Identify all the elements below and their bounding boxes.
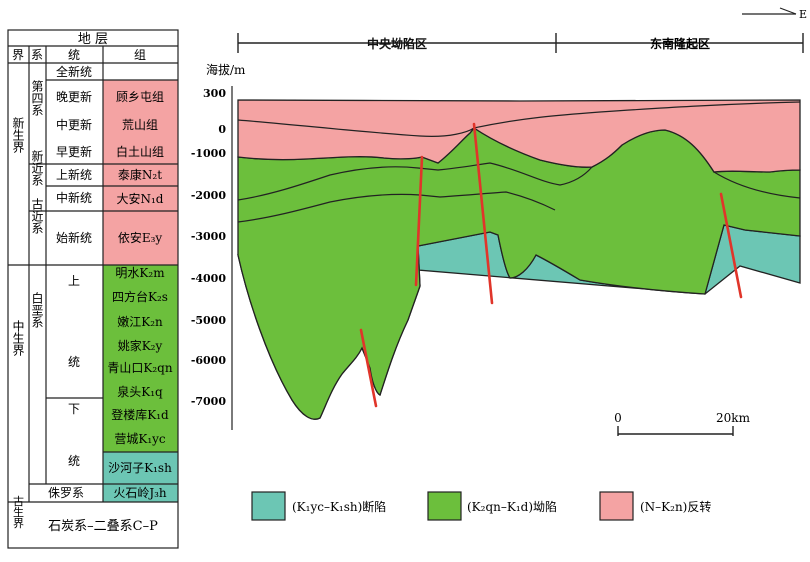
series-holocene: 全新统 <box>56 64 92 79</box>
series-upper-2: 统 <box>68 355 80 369</box>
series-upper-1: 上 <box>68 274 80 288</box>
inversion-layer <box>237 99 801 173</box>
system-quaternary: 第四系 <box>30 80 44 116</box>
axis-title: 海拔/m <box>206 62 246 77</box>
legend-swatch-inversion <box>599 491 634 521</box>
formation-yingcheng: 营城K₁yc <box>114 432 166 446</box>
horizon-lines <box>237 101 801 223</box>
system-jurassic: 侏罗系 <box>48 486 84 500</box>
formation-carboniferous-permian: 石炭系–二叠系C–P <box>48 519 158 534</box>
series-early-pleistocene: 早更新 <box>56 144 92 159</box>
formation-huangshan: 荒山组 <box>122 118 158 132</box>
era-cenozoic: 新生界 <box>11 116 25 154</box>
header-formation: 组 <box>134 48 146 62</box>
formation-yaojia: 姚家K₂y <box>118 338 163 353</box>
formation-nenjiang: 嫩江K₂n <box>117 315 163 329</box>
legend-label-inversion: (N–K₂n)反转 <box>640 499 711 514</box>
legend-swatch-depression <box>427 491 462 521</box>
formation-huoshiling: 火石岭J₃h <box>113 486 167 500</box>
series-lower-2: 统 <box>68 454 80 468</box>
tick-minus-4000: -4000 <box>191 272 227 285</box>
tick-minus-1000: -1000 <box>191 147 227 160</box>
formation-sifangtai: 四方台K₂s <box>112 289 168 304</box>
series-eocene: 始新统 <box>56 230 92 245</box>
east-arrow: E <box>742 7 807 21</box>
tick-minus-5000: -5000 <box>191 314 227 327</box>
fault-1 <box>414 155 424 287</box>
header-era: 界 <box>12 48 24 62</box>
tick-300: 300 <box>203 87 226 100</box>
stratigraphic-table: 地 层 界 系 统 组 新生界 中生界 古生界 第四系 新近系 古近系 白垩系 … <box>7 29 179 549</box>
cell-paleogene <box>103 211 178 265</box>
region-central-depression: 中央坳陷区 <box>367 36 427 51</box>
scale-bar <box>617 426 734 436</box>
cell-cretaceous-green <box>103 265 178 452</box>
cell-neogene <box>103 164 178 211</box>
direction-label: E <box>799 8 807 21</box>
era-mesozoic: 中生界 <box>11 319 25 357</box>
faults <box>359 122 743 408</box>
scale-20km: 20km <box>716 411 751 425</box>
formation-guxiangtun: 顾乡屯组 <box>116 90 164 104</box>
fault-3 <box>359 328 378 408</box>
formation-quantou: 泉头K₁q <box>117 385 163 399</box>
series-middle-pleistocene: 中更新 <box>56 117 92 132</box>
fault-2 <box>472 122 494 305</box>
table-title: 地 层 <box>78 32 108 47</box>
series-miocene: 中新统 <box>56 190 92 205</box>
series-pliocene: 上新统 <box>56 167 92 182</box>
tick-minus-2000: -2000 <box>191 189 227 202</box>
legend-swatch-rift <box>251 491 286 521</box>
system-paleogene: 古近系 <box>30 197 44 234</box>
legend-label-rift: (K₁yc–K₁sh)断陷 <box>292 499 386 514</box>
formation-baitushan: 白土山组 <box>116 144 164 159</box>
legend: (K₁yc–K₁sh)断陷 (K₂qn–K₁d)坳陷 (N–K₂n)反转 <box>251 491 711 521</box>
scale-zero: 0 <box>614 411 622 425</box>
header-system: 系 <box>31 48 43 62</box>
formation-yian: 依安E₃y <box>118 230 163 245</box>
system-neogene: 新近系 <box>30 149 44 186</box>
formation-qingshankou: 青山口K₂qn <box>107 361 172 375</box>
tick-minus-7000: -7000 <box>191 395 227 408</box>
tick-minus-3000: -3000 <box>191 230 227 243</box>
formation-daan: 大安N₁d <box>117 191 164 206</box>
cell-rift <box>103 452 178 502</box>
era-paleozoic: 古生界 <box>12 495 25 529</box>
tick-minus-6000: -6000 <box>191 354 227 367</box>
formation-mingshui: 明水K₂m <box>115 266 165 280</box>
header-series: 统 <box>68 48 80 62</box>
legend-label-depression: (K₂qn–K₁d)坳陷 <box>467 499 557 514</box>
formation-taikang: 泰康N₂t <box>118 167 162 182</box>
fault-4 <box>719 192 743 299</box>
series-late-pleistocene: 晚更新 <box>56 89 92 104</box>
tick-0: 0 <box>218 123 226 136</box>
cross-section: E 中央坳陷区 东南隆起区 海拔/m 300 0 -1000 -2000 -30… <box>191 7 807 436</box>
region-southeast-uplift: 东南隆起区 <box>650 36 710 51</box>
formation-denglouku: 登楼库K₁d <box>111 407 169 422</box>
cell-quaternary <box>103 80 178 164</box>
region-bracket <box>237 33 804 53</box>
system-cretaceous: 白垩系 <box>30 291 44 328</box>
series-lower-1: 下 <box>68 402 80 416</box>
formation-shahezi: 沙河子K₁sh <box>108 461 172 475</box>
